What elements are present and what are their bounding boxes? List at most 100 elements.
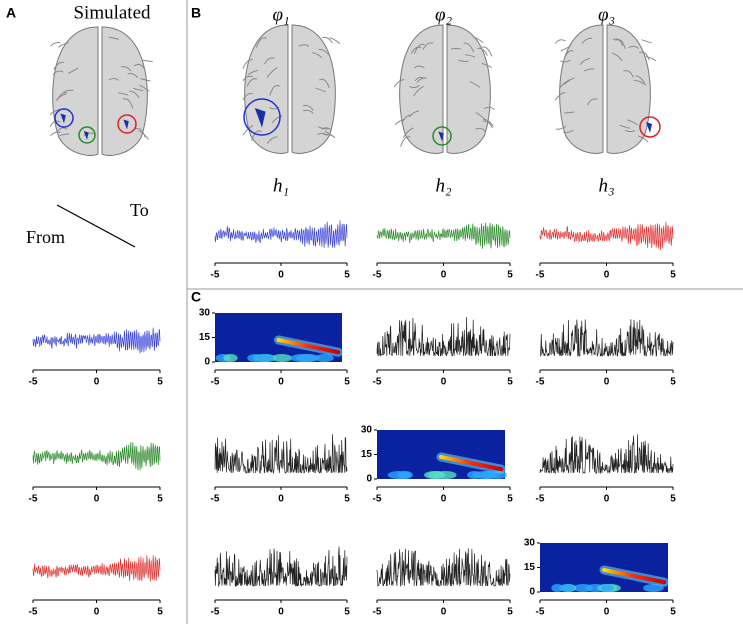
source-label: φ₂	[435, 4, 453, 25]
brain-gyrus	[118, 92, 129, 96]
signal-trace	[540, 319, 674, 358]
brain-gyrus	[298, 44, 310, 47]
brain-gyrus	[482, 120, 494, 129]
brain-gyrus	[108, 78, 120, 81]
brain-gyrus	[413, 85, 424, 97]
brain-hemisphere	[399, 24, 444, 154]
source-label: φ₁	[272, 4, 289, 25]
panel-label: A	[6, 5, 16, 21]
brain-gyrus	[302, 104, 314, 111]
brain-gyrus	[484, 106, 495, 111]
time-tick-label: -5	[536, 494, 545, 505]
brain-gyrus	[57, 42, 69, 48]
time-tick-label: -5	[536, 607, 545, 618]
brain-gyrus	[321, 127, 332, 131]
to-label: To	[130, 200, 149, 220]
frequency-tick-label: 15	[199, 332, 211, 343]
brain-gyrus	[624, 129, 636, 133]
brain-gyrus	[50, 131, 61, 137]
brain-gyrus	[564, 111, 575, 114]
time-tick-label: 5	[344, 607, 350, 618]
time-tick-label: 0	[604, 377, 610, 388]
brain-gyrus	[266, 67, 278, 78]
brain-gyrus	[554, 39, 566, 44]
brain-gyrus	[458, 59, 469, 63]
brain-gyrus	[555, 125, 567, 130]
brain-gyrus	[619, 124, 630, 129]
brain-gyrus	[645, 56, 657, 62]
frequency-tick-label: 15	[361, 449, 373, 460]
spectrogram-ridge	[276, 337, 341, 355]
brain-gyrus	[255, 37, 267, 48]
brain-gyrus	[475, 127, 486, 132]
brain-gyrus	[242, 59, 254, 69]
time-tick-label: 5	[344, 494, 350, 505]
brain-gyrus	[246, 78, 258, 87]
brain-gyrus	[52, 70, 64, 76]
time-tick-label: 0	[94, 377, 100, 388]
brain-gyrus	[633, 79, 645, 85]
brain-gyrus	[120, 66, 132, 72]
brain-gyrus	[563, 129, 574, 133]
signal-trace	[32, 555, 161, 582]
brain-gyrus	[311, 51, 323, 59]
brain-hemisphere	[52, 26, 99, 156]
spectrogram-blob	[397, 471, 413, 479]
brain-gyrus	[53, 61, 65, 70]
time-tick-label: 0	[278, 270, 284, 281]
source-circle	[54, 108, 74, 128]
signal-trace	[214, 546, 348, 588]
brain-gyrus	[554, 92, 566, 101]
brain-gyrus	[408, 110, 420, 118]
frequency-tick-label: 30	[361, 425, 373, 436]
time-tick-label: 0	[94, 607, 100, 618]
brain-gyrus	[641, 39, 652, 44]
source-blob	[60, 113, 66, 124]
brain-gyrus	[269, 84, 281, 96]
brain-gyrus	[627, 119, 638, 126]
spectrogram-ridge	[602, 567, 667, 585]
time-tick-label: 5	[507, 270, 513, 281]
time-tick-label: 5	[670, 270, 676, 281]
frequency-tick-label: 0	[529, 587, 535, 598]
spectrogram-blob	[558, 584, 576, 592]
brain-gyrus	[247, 69, 259, 75]
brain-gyrus	[108, 36, 119, 40]
spectrogram-ridge	[439, 454, 504, 472]
spectrogram-blob	[573, 584, 593, 592]
time-tick-label: -5	[373, 377, 382, 388]
time-tick-label: -5	[29, 607, 38, 618]
brain-gyrus	[318, 48, 330, 56]
time-tick-label: 0	[604, 607, 610, 618]
brain-gyrus	[463, 42, 475, 53]
time-tick-label: -5	[211, 270, 220, 281]
brain-gyrus	[133, 63, 145, 69]
brain-gyrus	[322, 36, 333, 44]
brain-gyrus	[251, 130, 262, 141]
brain-gyrus	[393, 78, 405, 88]
spectrogram-blob	[296, 354, 320, 362]
brain-gyrus	[400, 136, 411, 147]
brain-gyrus	[586, 98, 598, 106]
source-blob	[646, 122, 652, 133]
signal-trace	[214, 434, 348, 474]
time-tick-label: -5	[211, 607, 220, 618]
brain-gyrus	[303, 109, 314, 114]
time-tick-label: 0	[604, 494, 610, 505]
brain-gyrus	[637, 135, 649, 143]
brain-gyrus	[469, 81, 481, 88]
brain-hemisphere	[291, 24, 336, 154]
time-tick-label: 5	[507, 494, 513, 505]
signal-trace	[32, 327, 161, 354]
time-tick-label: 5	[670, 494, 676, 505]
brain-gyrus	[612, 52, 623, 61]
brain-hemisphere	[559, 24, 604, 154]
time-tick-label: 0	[604, 270, 610, 281]
brain-gyrus	[315, 87, 326, 93]
spectrogram-blob	[223, 354, 238, 362]
brain-gyrus	[242, 93, 253, 101]
spectrogram-blob	[315, 354, 334, 362]
brain-gyrus	[49, 120, 61, 128]
brain-gyrus	[318, 78, 330, 88]
source-blob	[254, 108, 266, 128]
